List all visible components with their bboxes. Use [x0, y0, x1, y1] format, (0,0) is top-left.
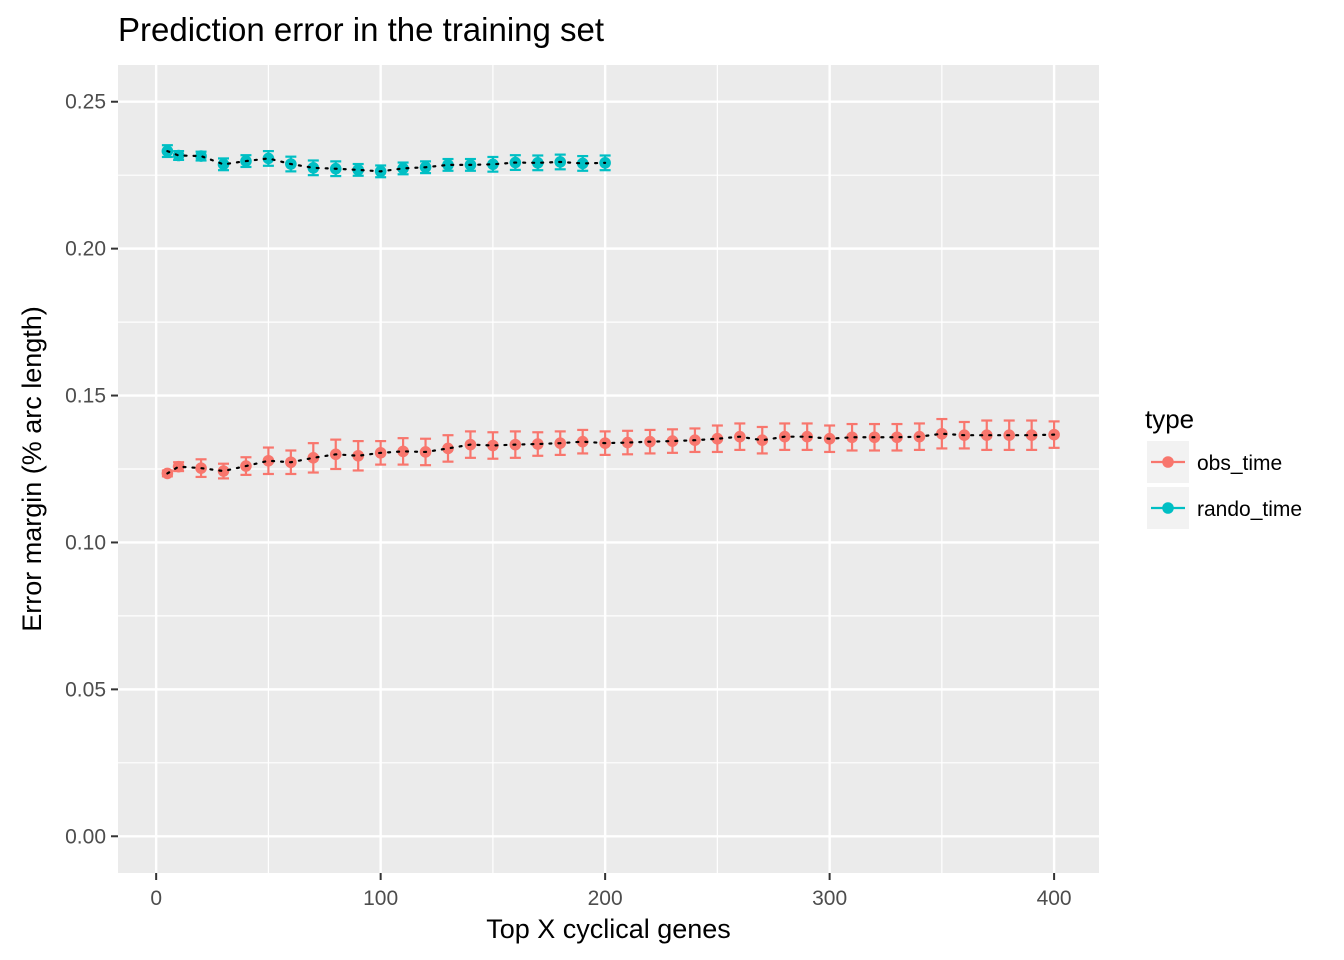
data-point: [307, 162, 320, 174]
data-point: [846, 431, 858, 444]
data-point: [666, 435, 679, 447]
data-point: [487, 158, 499, 171]
series-layer: [161, 144, 1060, 480]
data-point: [891, 431, 903, 444]
legend-item-obs_time: obs_time: [1147, 441, 1282, 483]
data-point: [936, 427, 948, 440]
y-tick-label: 0.10: [65, 531, 106, 554]
major-gridlines: [118, 65, 1099, 873]
legend-item-rando_time: rando_time: [1147, 487, 1302, 529]
chart-title: Prediction error in the training set: [118, 11, 604, 48]
data-point: [531, 438, 544, 450]
data-point: [442, 159, 454, 171]
y-axis-title: Error margin (% arc length): [17, 306, 47, 632]
y-axis: 0.00 0.05 0.10 0.15 0.20 0.25: [65, 91, 118, 848]
data-point: [217, 158, 230, 171]
legend-key-point: [1162, 502, 1174, 514]
series-connector-line: [166, 432, 1056, 475]
data-point: [352, 449, 364, 462]
data-point: [397, 162, 409, 175]
data-point: [756, 434, 769, 447]
data-point: [307, 452, 320, 464]
data-point: [980, 429, 993, 442]
data-point: [576, 435, 589, 448]
data-point: [711, 432, 724, 445]
data-point: [487, 439, 499, 452]
data-point: [442, 442, 454, 455]
data-point: [262, 454, 275, 467]
y-tick-label: 0.25: [65, 91, 106, 114]
data-point: [262, 152, 275, 165]
x-tick-label: 300: [812, 887, 847, 910]
data-point: [801, 430, 813, 443]
series-obs_time: [161, 417, 1060, 480]
data-point: [531, 157, 544, 169]
x-axis: 0 100 200 300 400: [150, 873, 1072, 910]
y-tick-label: 0.05: [65, 678, 106, 701]
data-point: [352, 164, 364, 176]
x-tick-label: 100: [363, 887, 398, 910]
series-connector-line: [166, 149, 607, 173]
x-tick-label: 200: [588, 887, 623, 910]
legend-title: type: [1145, 404, 1194, 434]
y-tick-label: 0.20: [65, 238, 106, 261]
data-point: [217, 465, 230, 477]
minor-gridlines: [118, 65, 1099, 873]
x-tick-label: 0: [150, 887, 162, 910]
legend-key-point: [1162, 456, 1174, 468]
x-tick-label: 400: [1037, 887, 1072, 910]
legend-label-obs_time: obs_time: [1197, 452, 1282, 475]
data-point: [1025, 429, 1038, 442]
x-axis-title: Top X cyclical genes: [486, 914, 731, 944]
data-point: [621, 436, 634, 449]
series-rando_time: [161, 144, 611, 179]
data-point: [576, 157, 589, 170]
y-tick-label: 0.15: [65, 385, 106, 408]
data-point: [397, 445, 409, 458]
legend: type obs_time rando_time: [1145, 404, 1302, 529]
legend-label-rando_time: rando_time: [1197, 498, 1302, 521]
data-point: [195, 150, 207, 162]
y-tick-label: 0.00: [65, 825, 106, 848]
